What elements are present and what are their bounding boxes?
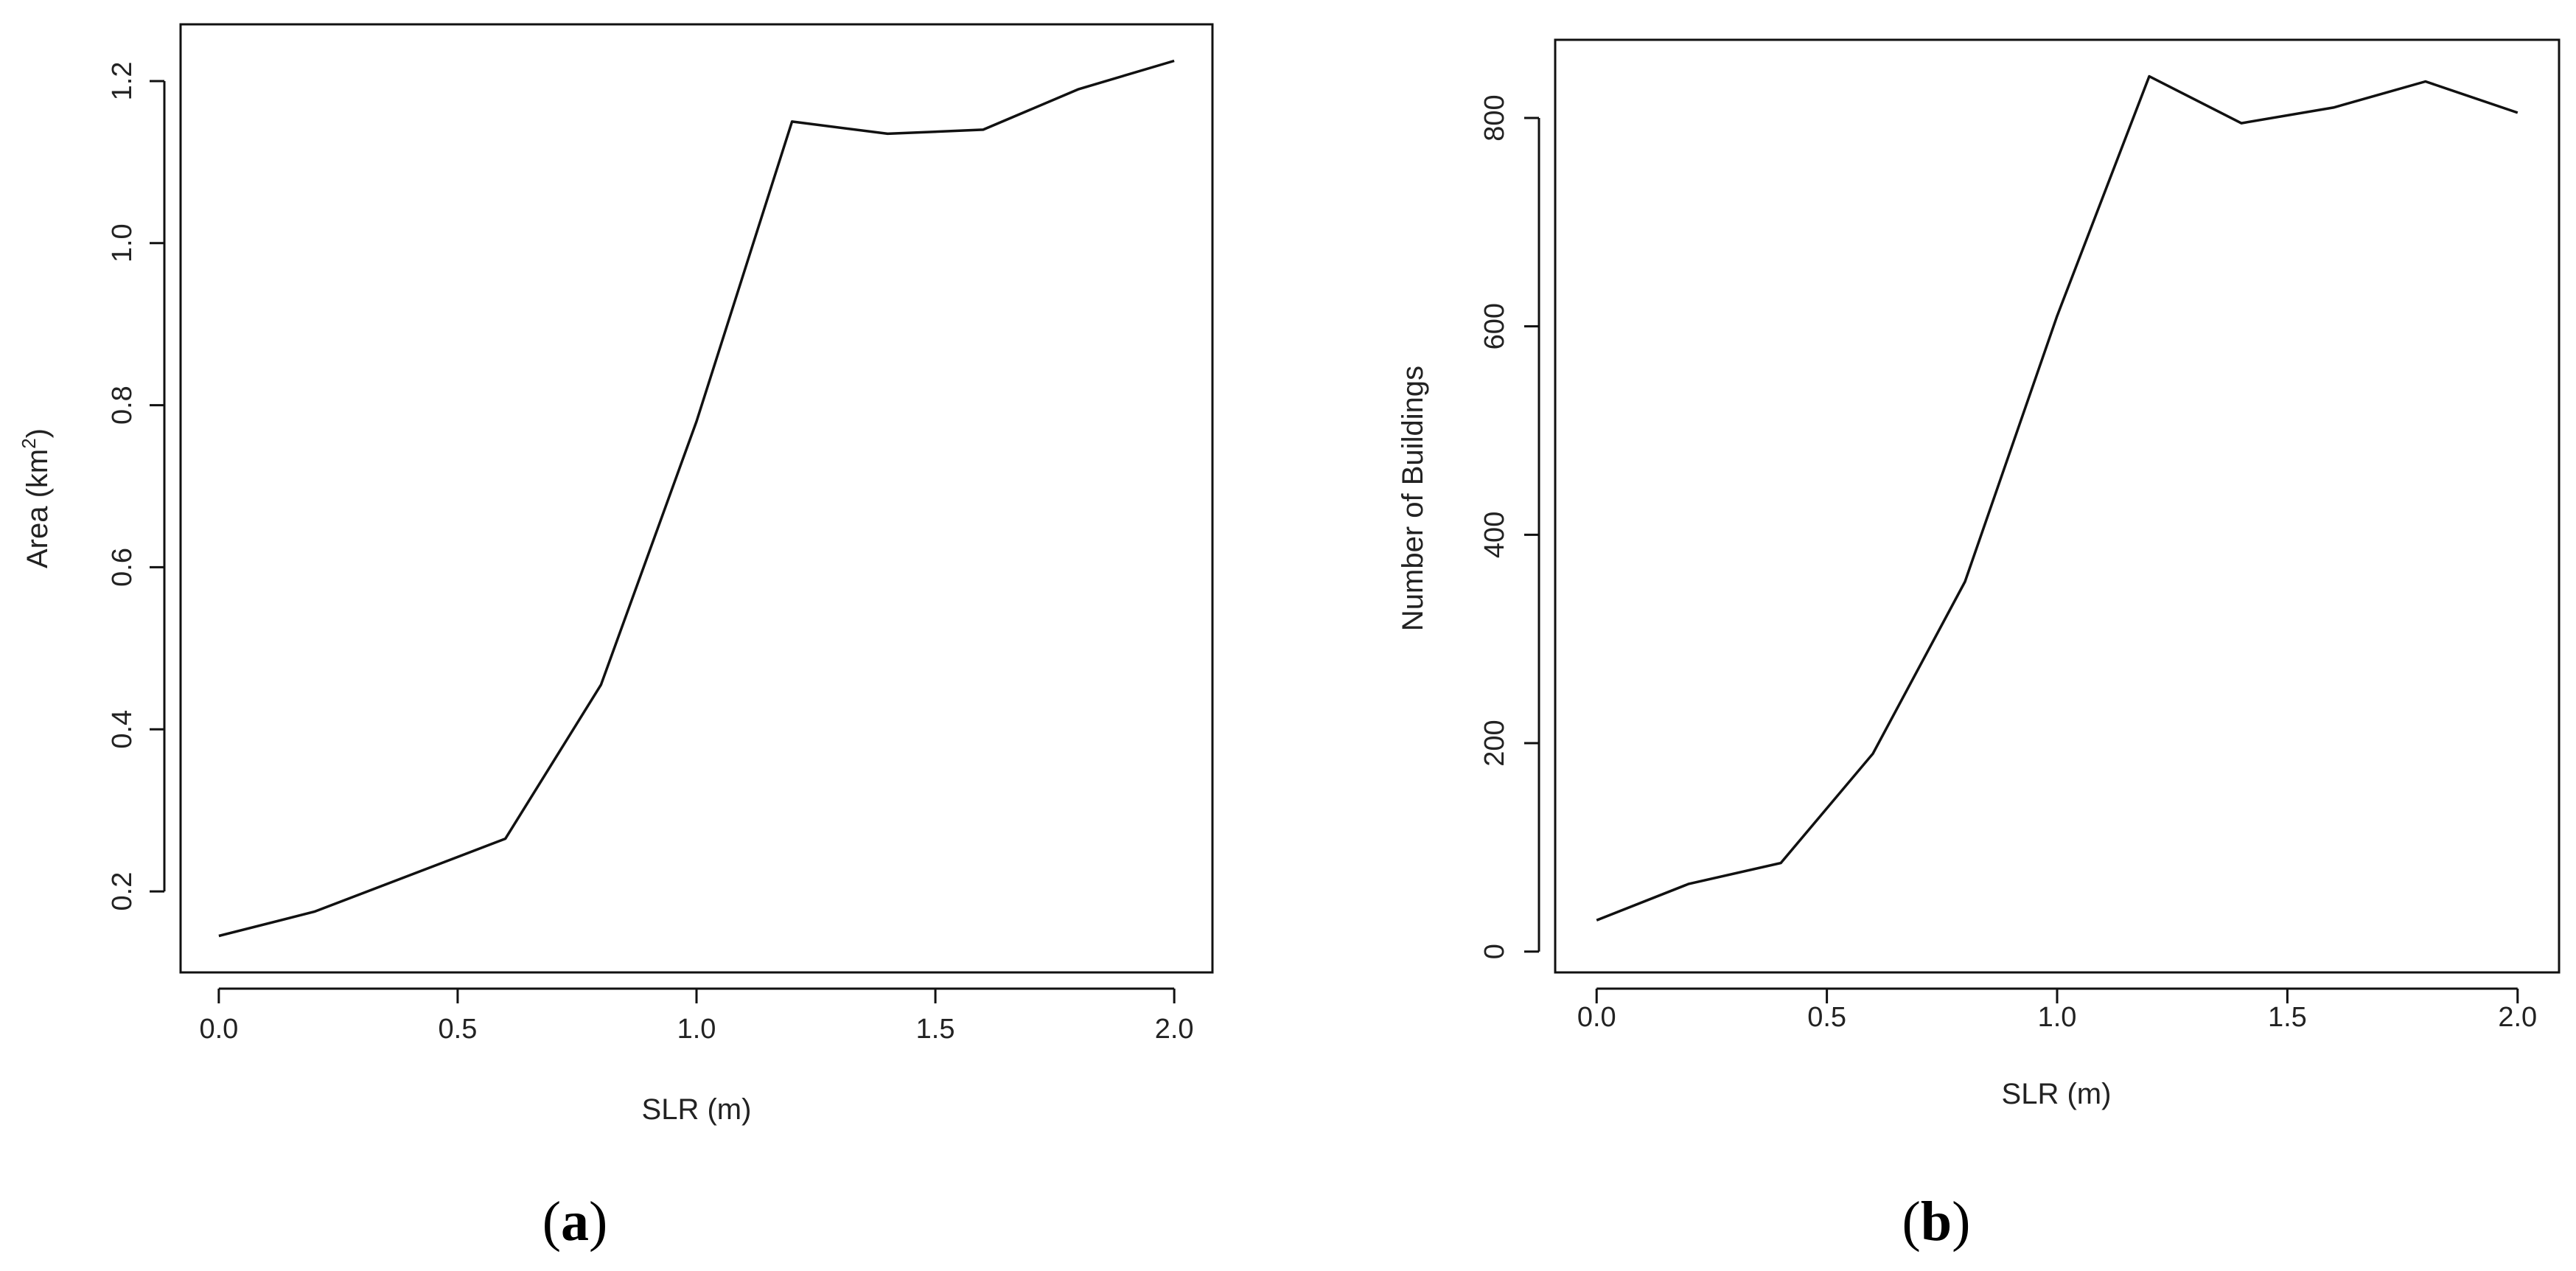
y-axis-title: Number of Buildings xyxy=(1397,366,1429,631)
data-point xyxy=(313,910,315,913)
data-point xyxy=(1173,59,1176,62)
data-point xyxy=(695,420,698,423)
panel-label-b: (b) xyxy=(1902,1191,1971,1253)
y-tick-label: 1.2 xyxy=(107,62,138,101)
data-point xyxy=(1078,88,1081,91)
data-point xyxy=(2056,315,2059,318)
y-tick-label: 600 xyxy=(1479,303,1510,349)
x-tick-label: 1.5 xyxy=(916,1014,955,1045)
x-axis: 0.0 0.5 1.0 1.5 2.0 xyxy=(199,987,1194,1045)
y-tick-label: 0.4 xyxy=(107,710,138,749)
data-points xyxy=(217,59,1176,937)
data-point xyxy=(599,683,602,686)
y-axis-title-superscript: 2 xyxy=(18,438,40,448)
y-axis: 0 200 400 600 800 xyxy=(1479,94,1540,959)
series-line xyxy=(1596,74,2519,922)
y-tick-label: 1.0 xyxy=(107,223,138,262)
y-tick-label: 800 xyxy=(1479,94,1510,141)
plot-frame xyxy=(1554,38,2561,974)
x-tick-label: 2.0 xyxy=(2498,1002,2537,1033)
panel-a: 0.0 0.5 1.0 1.5 2.0 0.2 0.4 0.6 0.8 1.0 1.2 SLR (… xyxy=(18,23,1214,1253)
data-point xyxy=(1779,862,1782,865)
x-tick-label: 1.5 xyxy=(2268,1002,2307,1033)
y-tick-label: 0 xyxy=(1479,944,1510,959)
x-axis-title: SLR (m) xyxy=(642,1093,752,1126)
y-axis-title-close: ) xyxy=(21,428,54,438)
data-point xyxy=(217,935,220,938)
data-point xyxy=(1964,580,1966,583)
y-axis-title: Area (km2) xyxy=(18,428,54,568)
data-point xyxy=(982,128,985,131)
x-tick-label: 1.0 xyxy=(677,1014,716,1045)
series-line xyxy=(218,59,1175,938)
data-point xyxy=(1595,919,1598,922)
x-tick-label: 0.0 xyxy=(1577,1002,1616,1033)
plot-frame xyxy=(179,23,1214,974)
data-point xyxy=(2424,80,2427,83)
y-tick-label: 0.2 xyxy=(107,872,138,911)
y-tick-label: 400 xyxy=(1479,512,1510,558)
data-point xyxy=(2332,106,2335,109)
y-axis: 0.2 0.4 0.6 0.8 1.0 1.2 xyxy=(107,62,166,911)
x-axis-title: SLR (m) xyxy=(2002,1078,2112,1110)
x-tick-label: 2.0 xyxy=(1155,1014,1194,1045)
data-point xyxy=(408,874,411,877)
panel-label-a: (a) xyxy=(542,1191,608,1253)
data-point xyxy=(791,120,794,123)
data-point xyxy=(2516,111,2519,114)
y-tick-label: 0.6 xyxy=(107,548,138,587)
data-point xyxy=(504,838,507,840)
data-point xyxy=(2148,74,2151,77)
y-tick-label: 0.8 xyxy=(107,386,138,425)
x-tick-label: 1.0 xyxy=(2038,1002,2077,1033)
x-tick-label: 0.5 xyxy=(1807,1002,1846,1033)
panel-label-b-letter: b xyxy=(1921,1191,1952,1253)
data-point xyxy=(886,132,889,135)
x-tick-label: 0.0 xyxy=(199,1014,238,1045)
y-tick-label: 200 xyxy=(1479,720,1510,766)
data-point xyxy=(1871,752,1874,755)
y-axis-title-text: Area (km xyxy=(21,449,54,568)
x-axis: 0.0 0.5 1.0 1.5 2.0 xyxy=(1577,987,2537,1033)
data-point xyxy=(2240,122,2243,125)
data-points xyxy=(1595,74,2519,922)
data-point xyxy=(1687,882,1690,885)
x-tick-label: 0.5 xyxy=(439,1014,478,1045)
panel-b: 0.0 0.5 1.0 1.5 2.0 0 200 400 600 800 SLR (m) Nu… xyxy=(1397,38,2561,1253)
panel-label-a-letter: a xyxy=(561,1191,589,1253)
